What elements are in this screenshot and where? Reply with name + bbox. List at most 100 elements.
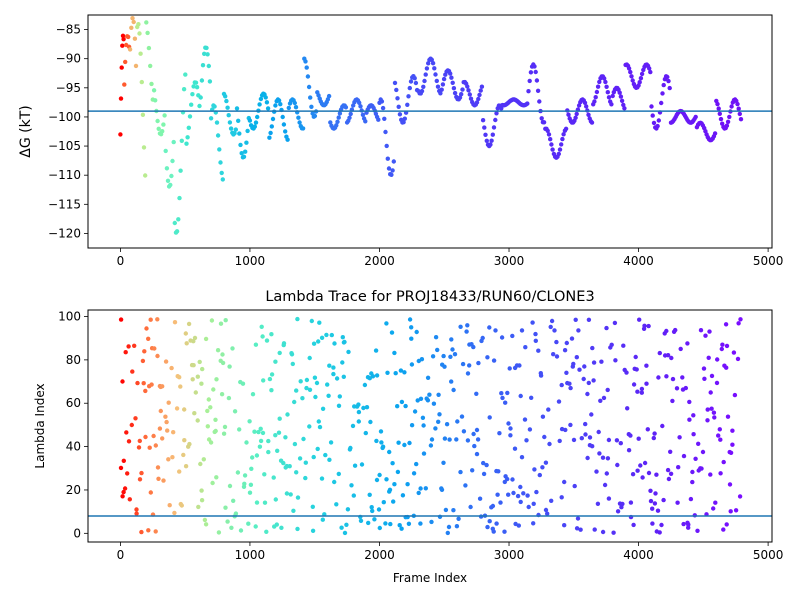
delta-g-point bbox=[198, 95, 203, 100]
lambda-point bbox=[571, 437, 577, 443]
lambda-point bbox=[186, 321, 192, 327]
lambda-point bbox=[388, 521, 393, 527]
lambda-point bbox=[421, 451, 427, 456]
lambda-point bbox=[650, 506, 655, 511]
lambda-point bbox=[693, 456, 698, 461]
lambda-point bbox=[471, 431, 476, 437]
lambda-point bbox=[170, 455, 175, 460]
delta-g-point bbox=[435, 84, 441, 89]
delta-g-point bbox=[556, 151, 561, 157]
delta-g-point bbox=[729, 104, 734, 109]
lambda-point bbox=[691, 413, 696, 418]
lambda-point bbox=[252, 429, 257, 434]
delta-g-y-tick-label: −105 bbox=[48, 139, 81, 153]
lambda-point bbox=[124, 430, 129, 435]
lambda-point bbox=[446, 524, 452, 530]
delta-g-point bbox=[419, 88, 425, 94]
lambda-point bbox=[374, 438, 379, 444]
lambda-point bbox=[586, 380, 591, 386]
delta-g-point bbox=[383, 129, 388, 135]
lambda-point bbox=[409, 423, 415, 428]
lambda-point bbox=[366, 520, 371, 526]
lambda-x-tick-label: 1000 bbox=[235, 548, 266, 562]
lambda-point bbox=[661, 497, 666, 503]
delta-g-x-ticks: 0 1000 2000 3000 4000 5000 bbox=[117, 248, 783, 268]
lambda-point bbox=[543, 460, 549, 465]
lambda-point bbox=[500, 395, 505, 401]
lambda-point bbox=[681, 453, 687, 459]
lambda-point bbox=[230, 346, 235, 351]
delta-g-point bbox=[206, 63, 211, 69]
lambda-point bbox=[412, 409, 418, 414]
lambda-point bbox=[648, 488, 653, 493]
lambda-point bbox=[475, 437, 481, 442]
lambda-point bbox=[152, 346, 157, 351]
lambda-point bbox=[260, 430, 266, 436]
lambda-point bbox=[517, 363, 522, 368]
lambda-point bbox=[639, 390, 644, 395]
lambda-point bbox=[442, 364, 447, 369]
delta-g-point bbox=[316, 93, 321, 98]
delta-g-point bbox=[482, 125, 487, 130]
lambda-point bbox=[630, 472, 636, 477]
delta-g-point bbox=[309, 104, 314, 110]
lambda-point bbox=[554, 339, 559, 345]
delta-g-panel: 0 1000 2000 3000 4000 5000 −120−115−110−105−1… bbox=[18, 14, 783, 268]
delta-g-point bbox=[539, 116, 544, 121]
lambda-point bbox=[635, 468, 640, 473]
lambda-point bbox=[451, 387, 456, 393]
lambda-point bbox=[160, 436, 165, 441]
lambda-point bbox=[518, 499, 523, 505]
lambda-point bbox=[487, 415, 492, 420]
lambda-point bbox=[192, 411, 197, 416]
delta-g-point bbox=[126, 34, 131, 40]
lambda-y-ticks: 0 20 40 60 80 100 bbox=[58, 310, 88, 540]
lambda-point bbox=[456, 516, 461, 521]
lambda-point bbox=[303, 460, 308, 465]
lambda-point bbox=[458, 324, 463, 329]
delta-g-x-tick-label: 3000 bbox=[494, 254, 525, 268]
lambda-point bbox=[221, 431, 227, 436]
delta-g-point bbox=[629, 74, 634, 79]
lambda-point bbox=[303, 475, 308, 481]
lambda-point bbox=[177, 375, 182, 380]
lambda-point bbox=[712, 415, 717, 420]
lambda-point bbox=[640, 475, 645, 480]
delta-g-point bbox=[268, 130, 273, 136]
lambda-point bbox=[374, 477, 380, 483]
lambda-point bbox=[614, 438, 620, 443]
lambda-point bbox=[423, 486, 428, 491]
delta-g-point bbox=[423, 72, 428, 77]
lambda-point bbox=[274, 522, 279, 527]
lambda-point bbox=[411, 471, 417, 476]
delta-g-point bbox=[136, 22, 141, 27]
lambda-point bbox=[506, 421, 511, 426]
lambda-point bbox=[380, 445, 385, 451]
delta-g-point bbox=[326, 93, 332, 99]
lambda-point bbox=[206, 397, 211, 402]
lambda-point bbox=[258, 426, 263, 431]
lambda-point bbox=[142, 349, 147, 354]
lambda-point bbox=[129, 422, 134, 428]
delta-g-point bbox=[451, 86, 457, 91]
lambda-point bbox=[387, 487, 393, 492]
delta-g-point bbox=[308, 95, 313, 100]
lambda-point bbox=[538, 371, 543, 376]
lambda-point bbox=[208, 440, 214, 445]
delta-g-point bbox=[494, 111, 499, 116]
delta-g-point bbox=[303, 59, 308, 64]
lambda-point bbox=[349, 483, 354, 488]
delta-g-point bbox=[220, 177, 225, 182]
lambda-point bbox=[164, 419, 169, 425]
lambda-point bbox=[705, 418, 710, 423]
lambda-point bbox=[416, 490, 421, 496]
delta-g-point bbox=[467, 92, 472, 97]
delta-g-point bbox=[280, 114, 285, 120]
delta-g-point bbox=[337, 111, 343, 116]
lambda-point bbox=[244, 440, 249, 445]
lambda-point bbox=[403, 403, 408, 409]
lambda-point bbox=[439, 487, 445, 492]
lambda-point bbox=[327, 457, 332, 462]
lambda-point bbox=[137, 477, 143, 482]
delta-g-point bbox=[592, 99, 597, 104]
